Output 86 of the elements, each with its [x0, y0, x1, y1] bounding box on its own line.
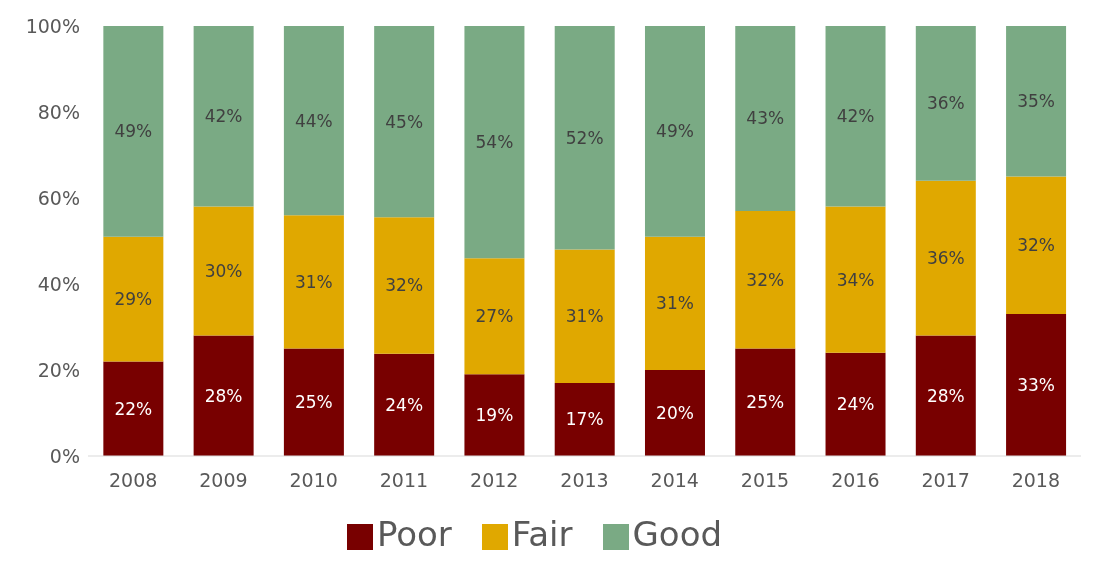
legend-label: Good: [632, 514, 723, 554]
bar: [915, 335, 976, 456]
x-tick-label: 2010: [289, 469, 338, 492]
data-label: 25%: [294, 392, 333, 413]
bar: [464, 26, 525, 259]
x-tick-label: 2014: [650, 469, 699, 492]
bar: [1006, 176, 1067, 315]
data-label: 27%: [475, 306, 514, 327]
x-tick-label: 2018: [1011, 469, 1061, 492]
data-label: 42%: [836, 106, 875, 127]
bar: [103, 361, 164, 456]
x-tick-label: 2016: [831, 469, 880, 492]
bar: [464, 258, 525, 375]
bar: [193, 26, 254, 207]
bar: [915, 26, 976, 181]
bar: [1006, 26, 1067, 177]
bar: [644, 26, 705, 237]
bar: [825, 206, 886, 353]
data-label: 36%: [926, 248, 965, 269]
y-tick-label: 60%: [37, 186, 80, 209]
data-label: 32%: [746, 269, 785, 290]
bar: [103, 26, 164, 237]
data-label: 35%: [1017, 91, 1055, 112]
data-label: 43%: [746, 108, 785, 129]
bar: [825, 352, 886, 456]
bar: [193, 335, 254, 456]
x-tick-label: 2011: [379, 469, 429, 492]
x-tick-label: 2013: [560, 469, 609, 492]
bar: [554, 26, 615, 250]
bar: [1006, 314, 1067, 456]
y-tick-label: 100%: [25, 14, 80, 37]
data-label: 52%: [565, 127, 604, 148]
bar: [735, 348, 796, 456]
x-tick-label: 2015: [740, 469, 790, 492]
bar: [374, 353, 435, 456]
x-tick-label: 2008: [108, 469, 158, 492]
data-label: 33%: [1017, 375, 1055, 395]
bar: [374, 26, 435, 218]
data-label: 45%: [385, 111, 424, 132]
data-label: 32%: [385, 275, 424, 296]
data-label: 42%: [204, 106, 243, 127]
y-tick-label: 0%: [49, 444, 80, 467]
data-label: 24%: [836, 394, 875, 415]
bar: [644, 370, 705, 456]
y-tick-label: 40%: [37, 272, 80, 295]
bar: [103, 236, 164, 362]
data-label: 19%: [475, 405, 514, 426]
bar: [283, 215, 344, 349]
data-label: 31%: [656, 293, 694, 314]
bar: [554, 249, 615, 383]
bar: [193, 206, 254, 336]
bar: [735, 26, 796, 211]
x-tick-label: 2012: [470, 469, 519, 492]
data-label: 20%: [656, 402, 694, 423]
data-label: 49%: [114, 121, 153, 142]
data-label: 34%: [836, 269, 875, 290]
bar: [735, 210, 796, 349]
data-label: 24%: [385, 394, 424, 415]
x-tick-label: 2017: [921, 469, 970, 492]
y-tick-label: 80%: [37, 100, 80, 123]
data-label: 25%: [746, 392, 785, 413]
data-label: 28%: [204, 385, 243, 406]
data-label: 28%: [926, 385, 965, 406]
bar: [554, 382, 615, 456]
data-label: 17%: [565, 409, 604, 430]
data-label: 31%: [565, 306, 604, 327]
y-tick-label: 20%: [37, 358, 80, 381]
data-label: 30%: [204, 261, 243, 282]
data-label: 36%: [926, 93, 965, 114]
bar: [825, 26, 886, 207]
bar: [374, 217, 435, 354]
bar: [915, 180, 976, 336]
data-label: 29%: [114, 289, 153, 309]
x-tick-label: 2009: [199, 469, 248, 492]
data-label: 31%: [294, 271, 333, 292]
data-label: 44%: [294, 110, 333, 131]
legend-label: Poor: [376, 514, 452, 554]
data-label: 54%: [475, 132, 514, 153]
bar: [464, 374, 525, 456]
data-label: 32%: [1017, 235, 1055, 256]
data-label: 22%: [114, 398, 153, 419]
legend-label: Fair: [511, 514, 573, 554]
bar: [283, 348, 344, 456]
bar: [283, 26, 344, 216]
bar: [644, 236, 705, 370]
data-label: 49%: [656, 121, 694, 142]
